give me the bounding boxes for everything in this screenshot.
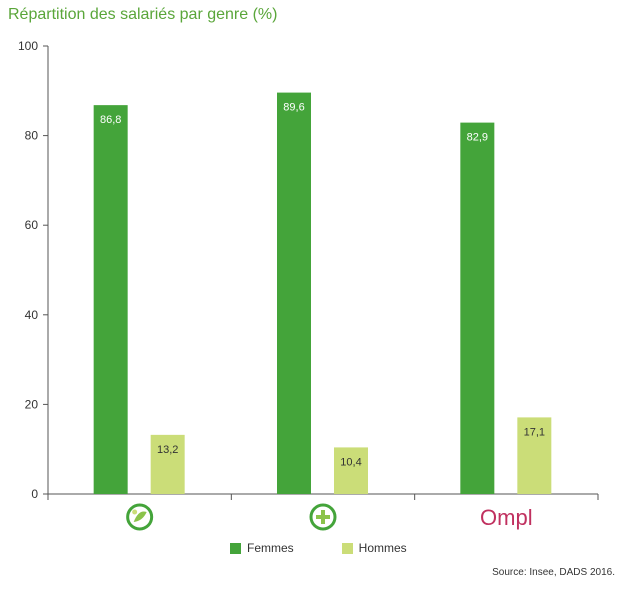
y-tick-label: 40 [25,308,39,322]
data-label: 10,4 [340,456,361,468]
bar-hommes [150,434,185,494]
logo-ring [126,503,154,531]
plus-circle-logo-icon [309,503,337,531]
logo-ring [309,503,337,531]
data-label: 86,8 [100,114,121,126]
y-tick-label: 60 [25,218,39,232]
bar-femmes [460,122,495,494]
legend-label-hommes: Hommes [358,541,407,555]
y-tick-label: 0 [31,487,38,501]
bar-hommes [334,447,368,494]
y-tick-label: 80 [25,129,39,143]
ompl-logo-icon: Ompl [480,505,533,530]
legend-swatch-hommes [341,542,353,554]
legend-item-femmes: Femmes [230,541,294,555]
data-label: 17,1 [524,426,545,438]
data-label: 89,6 [283,102,304,114]
legend-swatch-femmes [230,542,241,554]
bar-femmes [93,105,128,495]
logo-dot [132,509,138,515]
data-label: 13,2 [157,444,178,456]
y-tick-label: 20 [25,397,39,411]
bar-hommes [517,417,552,494]
y-tick-label: 100 [18,39,38,53]
legend: Femmes Hommes [230,541,455,555]
leaf-circle-logo-icon [126,503,154,531]
source-note: Source: Insee, DADS 2016. [492,567,615,578]
logo-plus-h [316,515,330,519]
bar-femmes [277,92,311,494]
logo-leaf [133,511,147,522]
chart-title: Répartition des salariés par genre (%) [8,6,278,23]
legend-label-femmes: Femmes [247,541,294,555]
legend-item-hommes: Hommes [341,541,407,555]
data-label: 82,9 [467,132,488,144]
